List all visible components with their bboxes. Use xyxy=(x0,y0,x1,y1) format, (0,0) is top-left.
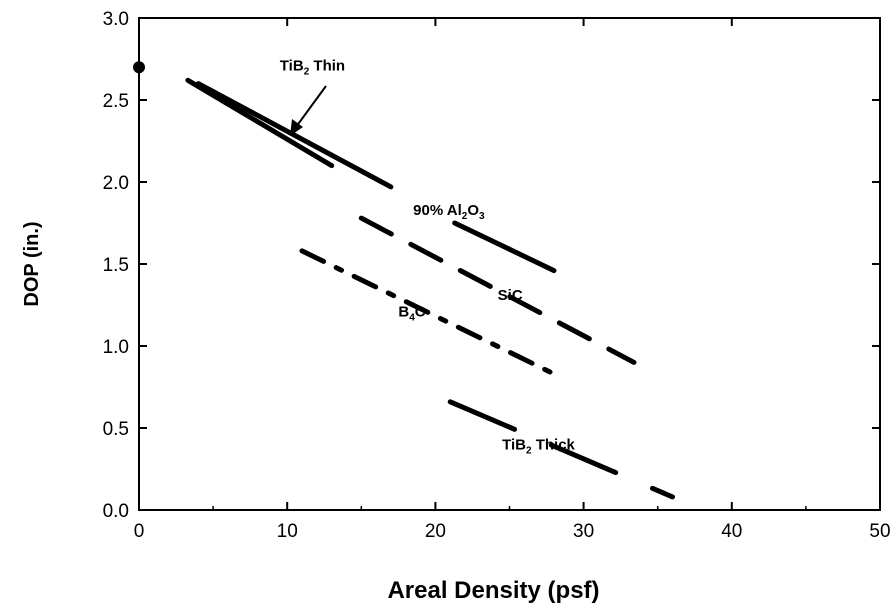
series-group xyxy=(185,77,675,500)
annotation-subscript-2: 3 xyxy=(479,211,485,222)
y-tick-label: 3.0 xyxy=(103,9,129,30)
series-line-tib2-thin-b xyxy=(195,81,394,190)
annotation-subscript: 2 xyxy=(526,445,532,456)
series-line-b4c xyxy=(299,248,557,377)
y-tick-label: 1.5 xyxy=(103,255,129,276)
annotation-text: SiC xyxy=(498,287,523,304)
y-axis-ticks: 0.0 0.5 1.0 1.5 2.0 2.5 3.0 xyxy=(103,9,880,522)
annotation-al2o3: 90% Al2O3 xyxy=(413,202,485,222)
series-line-tib2-thin-a xyxy=(185,77,335,169)
x-tick-label: 0 xyxy=(134,521,145,542)
annotation-subscript: 4 xyxy=(409,312,415,323)
series-line-sic xyxy=(358,215,637,365)
x-tick-label: 40 xyxy=(721,521,742,542)
annotation-text: TiB xyxy=(502,436,526,453)
annotation-b4c: B4C xyxy=(398,303,425,323)
x-axis-label: Areal Density (psf) xyxy=(387,577,599,604)
y-tick-label: 2.0 xyxy=(103,173,129,194)
x-tick-label: 10 xyxy=(277,521,298,542)
series-line-al2o3 xyxy=(452,220,557,274)
annotation-text-after: O xyxy=(467,202,479,219)
y-tick-label: 1.0 xyxy=(103,337,129,358)
data-point xyxy=(133,61,145,74)
annotation-text-after: Thin xyxy=(309,57,345,74)
annotation-subscript: 2 xyxy=(304,66,310,77)
annotation-text-after: Thick xyxy=(532,436,576,453)
annotation-subscript: 2 xyxy=(462,211,468,222)
points-group xyxy=(133,61,145,74)
annotation-sic: SiC xyxy=(498,287,523,304)
x-tick-label: 50 xyxy=(869,521,890,542)
annotation-text-after: C xyxy=(415,303,426,320)
annotation-tib2-thick: TiB2 Thick xyxy=(502,436,575,456)
x-tick-label: 20 xyxy=(425,521,446,542)
annotation-text: TiB xyxy=(280,57,304,74)
tib2-thin-arrow-line xyxy=(295,85,327,128)
tib2-thin-arrow-group xyxy=(290,85,327,136)
tib2-thin-arrow-head xyxy=(290,119,303,136)
y-tick-label: 0.5 xyxy=(103,419,129,440)
annotation-tib2-thin: TiB2 Thin xyxy=(280,57,345,77)
annotation-text: B xyxy=(398,303,409,320)
y-tick-label: 0.0 xyxy=(103,501,129,522)
annotation-text: 90% Al xyxy=(413,202,462,219)
x-tick-label: 30 xyxy=(573,521,594,542)
y-tick-label: 2.5 xyxy=(103,91,129,112)
y-axis-label: DOP (in.) xyxy=(21,221,43,306)
x-axis-ticks: 0 10 20 30 40 50 xyxy=(134,18,891,542)
series-line-tib2-thick xyxy=(447,399,675,500)
